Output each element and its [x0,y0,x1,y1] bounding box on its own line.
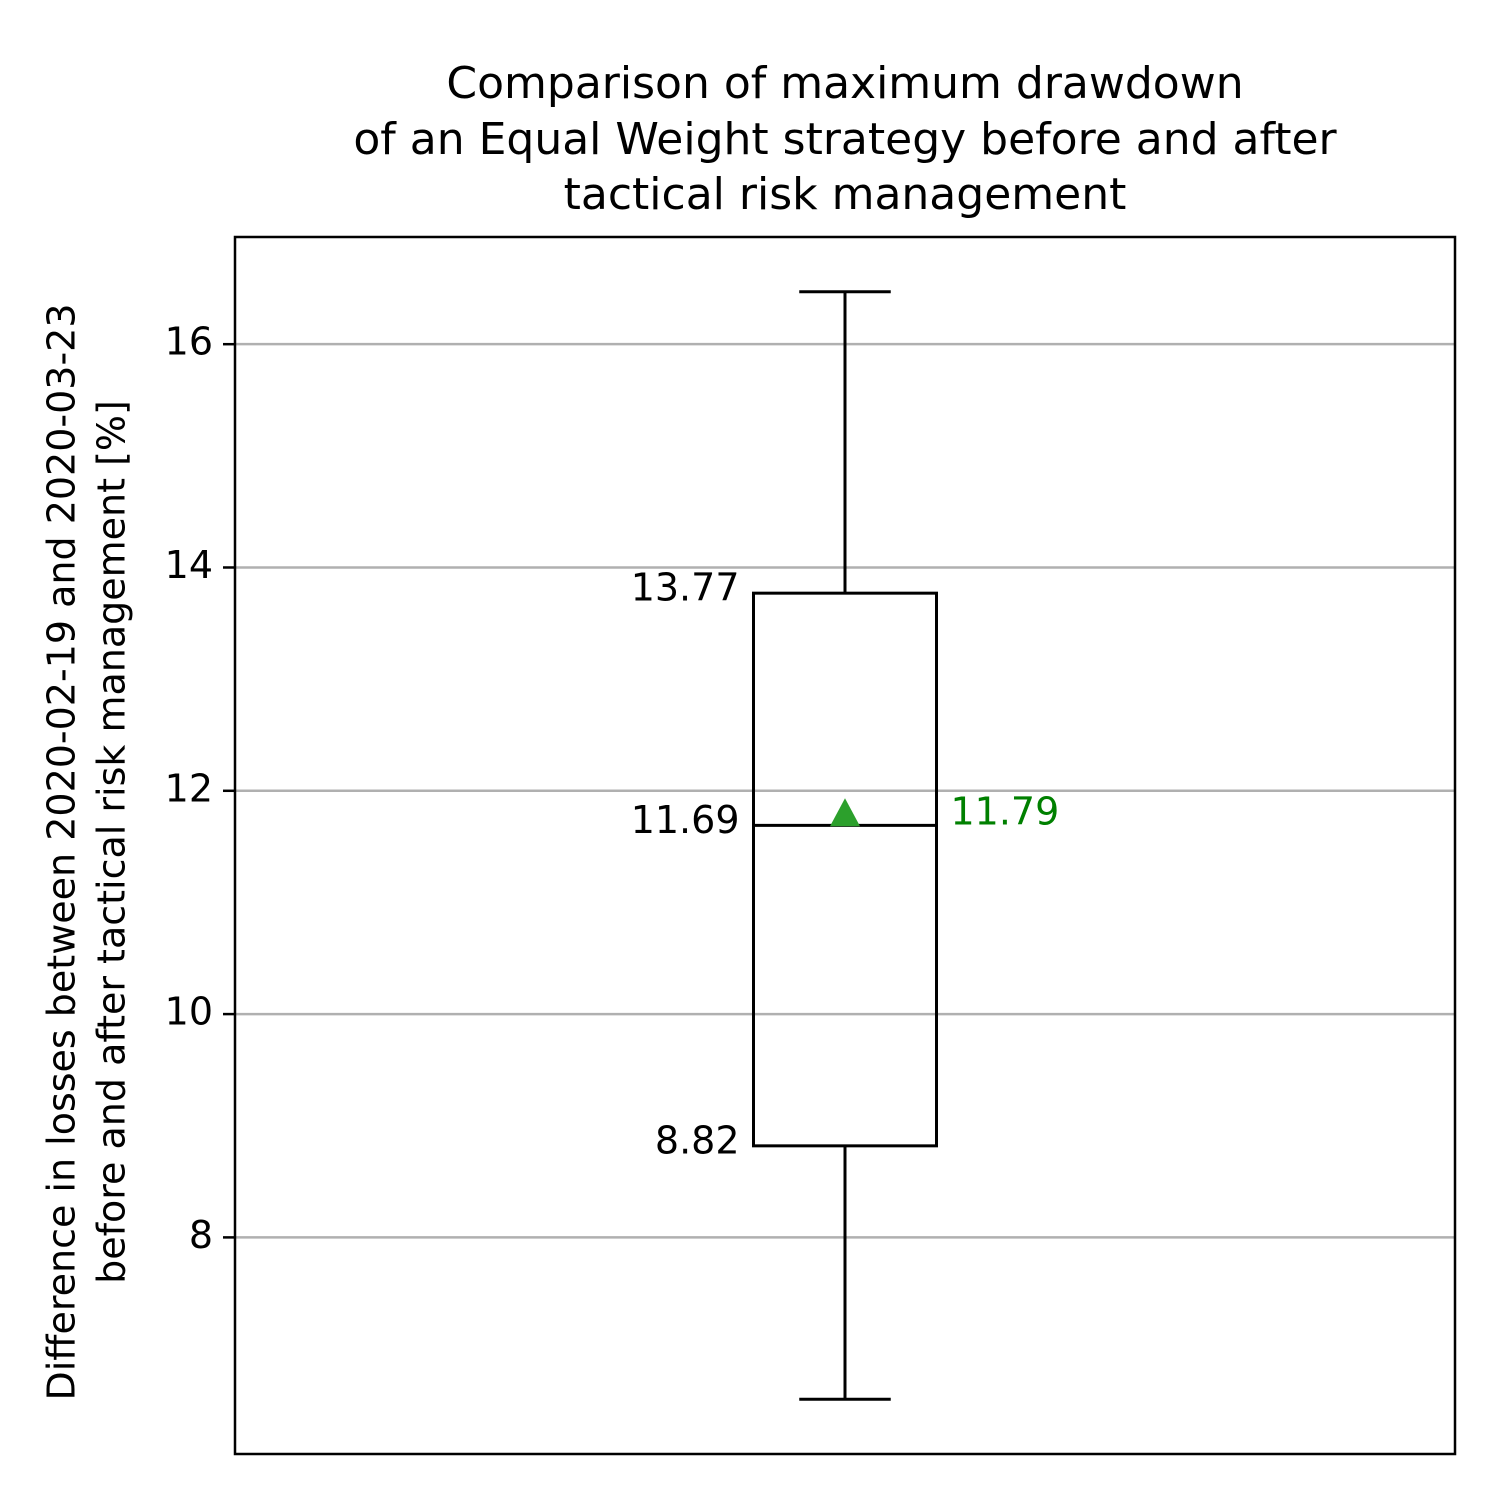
y-axis-label: before and after tactical risk managemen… [90,400,134,1284]
y-tick-label: 14 [165,543,213,587]
y-tick-label: 10 [165,990,213,1034]
mean-marker [830,798,860,827]
y-tick-label: 16 [165,320,213,364]
plot-frame [233,235,1457,1456]
q1-label: 8.82 [655,1118,740,1162]
y-axis-label: Difference in losses between 2020-02-19 … [40,303,84,1400]
y-tick-label: 12 [165,766,213,810]
y-tick-label: 8 [189,1213,213,1257]
chart-title: of an Equal Weight strategy before and a… [353,114,1337,165]
chart-title: tactical risk management [564,169,1127,220]
median-label: 11.69 [631,798,740,842]
mean-label: 11.79 [951,790,1060,834]
box [752,591,938,1148]
chart-title: Comparison of maximum drawdown [446,58,1243,109]
q3-label: 13.77 [631,566,740,610]
